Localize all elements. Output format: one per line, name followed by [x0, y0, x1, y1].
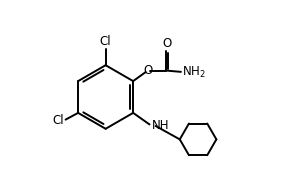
Text: O: O: [143, 64, 152, 77]
Text: NH: NH: [152, 119, 169, 132]
Text: NH$_2$: NH$_2$: [182, 65, 206, 80]
Text: Cl: Cl: [52, 114, 64, 127]
Text: Cl: Cl: [100, 35, 111, 48]
Text: O: O: [162, 37, 171, 50]
